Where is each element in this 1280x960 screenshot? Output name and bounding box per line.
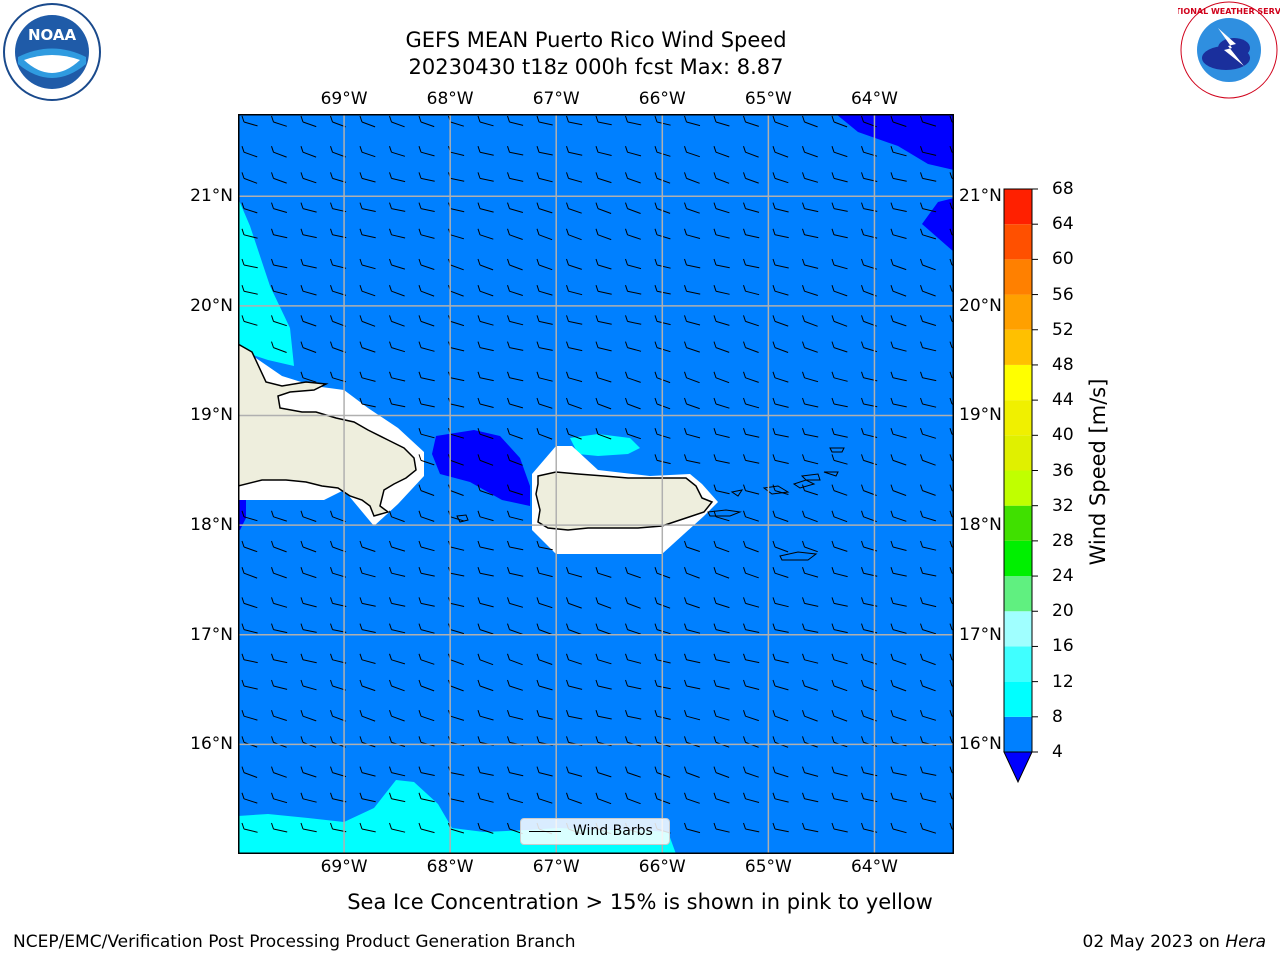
gridlines: [238, 114, 954, 854]
footer-host: Hera: [1225, 932, 1266, 952]
latitude-label: 21°N: [190, 186, 233, 207]
footer-credit: NCEP/EMC/Verification Post Processing Pr…: [13, 932, 576, 952]
colorbar-tick-label: 56: [1052, 284, 1074, 305]
colorbar-bin: [1004, 576, 1032, 612]
noaa-logo: NOAA: [3, 3, 101, 101]
latitude-label: 21°N: [959, 186, 1002, 207]
colorbar-under-arrow: [1003, 751, 1033, 784]
sea-ice-note: Sea Ice Concentration > 15% is shown in …: [347, 890, 933, 914]
colorbar-tick-label: 24: [1052, 566, 1074, 587]
longitude-label: 64°W: [850, 857, 898, 877]
colorbar-tick-label: 48: [1052, 354, 1074, 375]
colorbar-tick-label: 36: [1052, 460, 1074, 481]
footer-date-text: 02 May 2023 on: [1082, 932, 1226, 952]
colorbar: [1003, 188, 1038, 784]
latitude-label: 16°N: [959, 734, 1002, 755]
svg-text:NOAA: NOAA: [28, 26, 77, 44]
longitude-label: 66°W: [638, 89, 686, 109]
colorbar-bin: [1004, 435, 1032, 471]
colorbar-bin: [1004, 681, 1032, 717]
colorbar-tick-label: 8: [1052, 706, 1063, 727]
colorbar-tick-label: 40: [1052, 425, 1074, 446]
land-st-croix: [779, 551, 818, 561]
latitude-label: 17°N: [190, 624, 233, 645]
colorbar-bin: [1004, 224, 1032, 260]
footer-date: 02 May 2023 on Hera: [1083, 932, 1267, 952]
colorbar-tick-label: 32: [1052, 495, 1074, 516]
colorbar-tick-label: 64: [1052, 214, 1074, 235]
colorbar-bin: [1004, 470, 1032, 506]
map-title: GEFS MEAN Puerto Rico Wind Speed: [405, 28, 787, 52]
colorbar-tick-label: 68: [1052, 179, 1074, 199]
colorbar-tick-label: 52: [1052, 319, 1074, 340]
latitude-label: 18°N: [190, 515, 233, 536]
colorbar-label: Wind Speed [m/s]: [1086, 378, 1110, 566]
colorbar-bin: [1004, 189, 1032, 225]
land-hispaniola: [238, 343, 417, 517]
colorbar-tick-label: 16: [1052, 636, 1074, 657]
colorbar-bin: [1004, 294, 1032, 330]
colorbar-tick-label: 60: [1052, 249, 1074, 270]
calm-region-west: [238, 496, 246, 530]
colorbar-tick-label: 44: [1052, 390, 1074, 411]
longitude-label: 67°W: [532, 857, 580, 877]
colorbar-bin: [1004, 329, 1032, 365]
land-vieques: [707, 509, 742, 517]
colorbar-tick-label: 12: [1052, 671, 1074, 692]
latitude-label: 17°N: [959, 624, 1002, 645]
longitude-label: 65°W: [744, 89, 792, 109]
map-area: [238, 114, 954, 854]
colorbar-tick-label: 20: [1052, 601, 1074, 622]
longitude-label: 68°W: [426, 857, 474, 877]
latitude-label: 20°N: [959, 295, 1002, 316]
map-subtitle-run: 20230430 t18z 000h fcst Max: 8.87: [408, 55, 784, 79]
colorbar-bin: [1004, 259, 1032, 295]
legend-label: Wind Barbs: [573, 823, 653, 839]
colorbar-bin: [1004, 364, 1032, 401]
legend: Wind Barbs: [520, 818, 670, 845]
legend-line: [529, 831, 561, 832]
land-mona-island: [456, 514, 469, 523]
land-virgin-islands: [762, 471, 839, 495]
colorbar-tick-label: 4: [1052, 742, 1063, 762]
nws-logo: NATIONAL WEATHER SERVICE: [1178, 1, 1280, 99]
longitude-label: 65°W: [744, 857, 792, 877]
colorbar-bin: [1004, 400, 1032, 436]
latitude-label: 16°N: [190, 734, 233, 755]
latitude-label: 20°N: [190, 295, 233, 316]
calm-region-mona: [432, 430, 530, 506]
longitude-label: 68°W: [426, 89, 474, 109]
land-anegada: [829, 447, 845, 453]
colorbar-bin: [1004, 505, 1032, 541]
land-puerto-rico: [535, 471, 714, 531]
calm-region-east: [922, 198, 954, 252]
calm-region-northeast: [836, 114, 954, 170]
colorbar-tick-label: 28: [1052, 530, 1074, 551]
longitude-label: 67°W: [532, 89, 580, 109]
longitude-label: 64°W: [850, 89, 898, 109]
nws-logo-text: NATIONAL WEATHER SERVICE: [1178, 7, 1280, 16]
colorbar-bin: [1004, 716, 1032, 752]
map-border: [238, 114, 954, 854]
colorbar-bin: [1004, 646, 1032, 682]
latitude-label: 19°N: [190, 405, 233, 426]
longitude-label: 69°W: [320, 89, 368, 109]
land-culebra: [730, 489, 744, 497]
strong-region-north-pr: [570, 434, 640, 456]
longitude-label: 66°W: [638, 857, 686, 877]
colorbar-bin: [1004, 611, 1032, 647]
latitude-label: 19°N: [959, 405, 1002, 426]
colorbar-bin: [1004, 540, 1032, 577]
longitude-label: 69°W: [320, 857, 368, 877]
latitude-label: 18°N: [959, 515, 1002, 536]
